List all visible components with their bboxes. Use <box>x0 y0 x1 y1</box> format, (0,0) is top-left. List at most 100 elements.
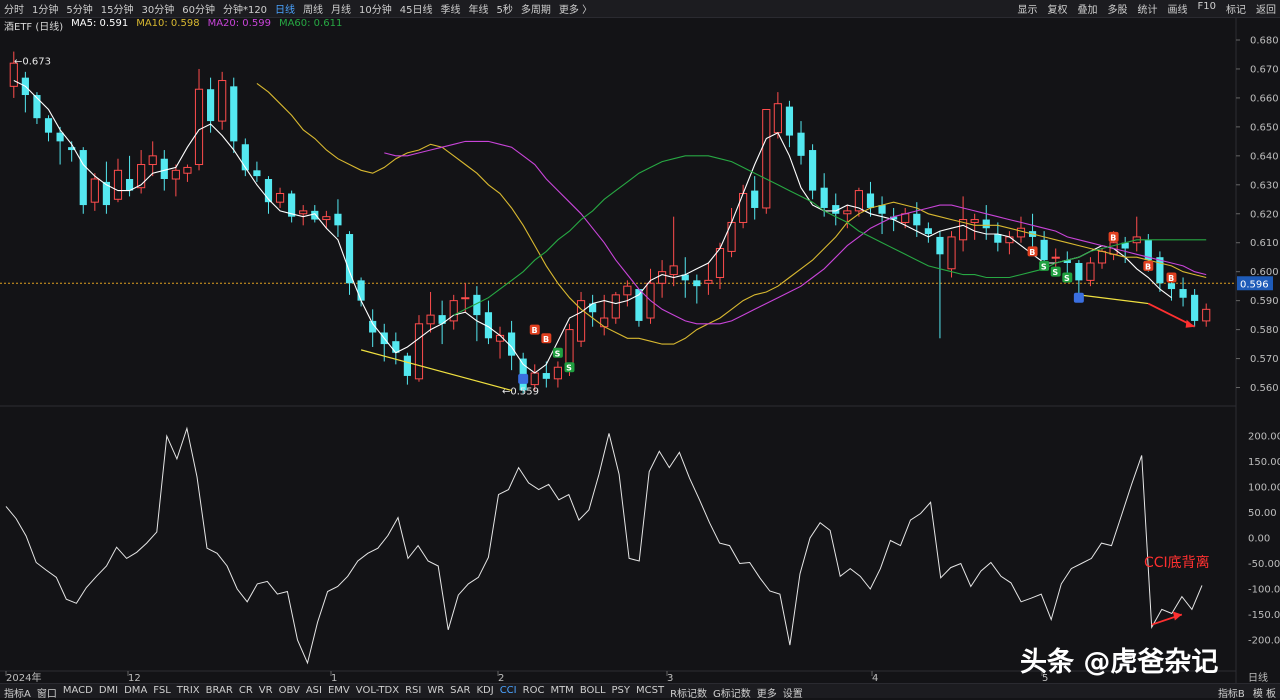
indicator-tab-11[interactable]: ASI <box>305 685 322 696</box>
toolbar-menu-2[interactable]: 叠加 <box>1077 5 1098 16</box>
indicator-tab-6[interactable]: TRIX <box>176 685 200 696</box>
candle-body-92 <box>1075 262 1083 281</box>
signal-marker-8 <box>1062 272 1073 283</box>
cci-tick-3: 50.00 <box>1248 508 1277 519</box>
period-tab-5[interactable]: 60分钟 <box>182 5 215 16</box>
period-tab-2[interactable]: 5分钟 <box>66 5 93 16</box>
period-tab-4[interactable]: 30分钟 <box>141 5 175 16</box>
candle-body-75 <box>878 205 886 214</box>
period-tab-1[interactable]: 1分钟 <box>32 5 59 16</box>
indicator-tab-4[interactable]: DMA <box>124 685 148 696</box>
candle-body-46 <box>542 373 550 379</box>
period-tab-3[interactable]: 15分钟 <box>100 5 134 16</box>
indicator-tab-20[interactable]: MTM <box>550 685 574 696</box>
indicator-tab-21[interactable]: BOLL <box>579 685 606 696</box>
period-tab-13[interactable]: 年线 <box>468 5 489 16</box>
candle-body-20 <box>241 144 249 171</box>
toolbar-menu-0[interactable]: 显示 <box>1017 5 1038 16</box>
signal-marker-1 <box>541 333 552 344</box>
toolbar-menu-3[interactable]: 多股 <box>1107 5 1128 16</box>
indicator-tab-13[interactable]: VOL-TDX <box>355 685 400 696</box>
period-toolbar: 分时 1分钟 5分钟 15分钟 30分钟 60分钟 分钟*120 日线 周线 月线 10分钟 45日线… <box>0 0 1280 18</box>
candle-body-102 <box>1191 294 1199 321</box>
period-tab-7[interactable]: 日线 <box>275 5 296 16</box>
period-tab-0[interactable]: 分时 <box>4 5 24 16</box>
period-tab-12[interactable]: 季线 <box>440 5 461 16</box>
toolbar-menu-7[interactable]: 标记 <box>1226 5 1246 16</box>
toolbar-menu-5[interactable]: 画线 <box>1167 5 1188 16</box>
ma10-line <box>256 82 1207 345</box>
signal-marker-2 <box>552 347 563 358</box>
indicator-tab-25[interactable]: G标记数 <box>713 689 751 700</box>
toolbar-menu-1[interactable]: 复权 <box>1047 5 1068 16</box>
cci-tick-1: 150.00 <box>1248 457 1280 468</box>
period-tab-6[interactable]: 分钟*120 <box>222 5 268 16</box>
toolbar-menu-6[interactable]: F10 <box>1197 1 1216 12</box>
candle-body-48 <box>565 329 574 368</box>
candle-body-70 <box>820 187 828 208</box>
cci-tick-4: 0.00 <box>1248 534 1270 545</box>
toolbar-menu-4[interactable]: 统计 <box>1137 5 1158 16</box>
candle-body-58 <box>681 274 689 281</box>
low-label: ←0.559 <box>502 386 539 397</box>
indicator-tab-24[interactable]: R标记数 <box>670 689 708 700</box>
period-tab-16[interactable]: 更多 〉 <box>558 5 593 16</box>
candle-body-87 <box>1016 227 1026 238</box>
period-tab-10[interactable]: 10分钟 <box>359 5 392 16</box>
candle-body-90 <box>1051 256 1060 259</box>
toolbar-menu-8[interactable]: 返回 <box>1256 5 1276 16</box>
indicator-tab-2[interactable]: MACD <box>62 685 93 696</box>
candle-body-10 <box>125 179 134 191</box>
period-tab-15[interactable]: 多周期 <box>520 5 551 16</box>
indicator-tab-18[interactable]: CCI <box>499 685 517 696</box>
candle-body-93 <box>1086 262 1095 281</box>
indicator-tab-5[interactable]: FSL <box>153 685 171 696</box>
signal-marker-5 <box>1027 246 1038 257</box>
period-tab-9[interactable]: 月线 <box>331 5 352 16</box>
candle-body-32 <box>380 332 388 345</box>
price-divergence-line-2 <box>1078 294 1149 305</box>
indicator-tab-22[interactable]: PSY <box>611 685 631 696</box>
indicator-tab-7[interactable]: BRAR <box>205 685 233 696</box>
indicator-tab-3[interactable]: DMI <box>98 685 119 696</box>
price-tick-8: 0.600 <box>1250 267 1279 278</box>
watermark: 头条 @虎爸杂记 <box>1020 647 1219 678</box>
indicator-tab-10[interactable]: OBV <box>278 685 300 696</box>
signal-marker-11 <box>1143 260 1154 271</box>
indicator-tab-0[interactable]: 指标A <box>4 689 31 700</box>
indicator-tab-15[interactable]: WR <box>427 685 445 696</box>
indicator-tab-12[interactable]: EMV <box>327 685 350 696</box>
indicator-tab-9[interactable]: VR <box>258 685 273 696</box>
indicator-tab-16[interactable]: SAR <box>450 685 471 696</box>
price-divergence-line-1 <box>360 349 512 391</box>
indicator-tab-26[interactable]: 更多 <box>756 689 777 700</box>
candle-body-14 <box>171 169 180 180</box>
candle-body-15 <box>183 166 192 174</box>
candle-body-38 <box>449 300 458 322</box>
period-tab-11[interactable]: 45日线 <box>399 5 433 16</box>
price-tick-7: 0.610 <box>1250 238 1279 249</box>
indicator-tab-19[interactable]: ROC <box>522 685 545 696</box>
cci-annotation: CCI底背离 <box>1144 554 1210 571</box>
candle-body-57 <box>669 265 678 276</box>
indicator-tab-14[interactable]: RSI <box>405 685 422 696</box>
signal-marker-10 <box>1073 292 1084 303</box>
period-tab-14[interactable]: 5秒 <box>496 5 513 16</box>
period-tab-8[interactable]: 周线 <box>303 5 324 16</box>
candle-body-56 <box>658 271 667 284</box>
indicator-tab-27[interactable]: 设置 <box>782 689 803 700</box>
indicator-tab-17[interactable]: KDJ <box>476 685 494 696</box>
indicator-right-1[interactable]: 模 板 <box>1252 689 1276 700</box>
candle-body-63 <box>739 192 748 223</box>
indicator-tab-8[interactable]: CR <box>238 685 253 696</box>
candle-body-1 <box>21 77 29 96</box>
signal-marker-4 <box>518 373 529 384</box>
candle-body-97 <box>1132 236 1141 244</box>
indicator-tab-23[interactable]: MCST <box>636 685 665 696</box>
candle-body-11 <box>137 164 146 189</box>
indicator-tab-1[interactable]: 窗口 <box>36 689 57 700</box>
price-arrow-head <box>1185 319 1195 328</box>
indicator-right-0[interactable]: 指标B <box>1217 689 1245 700</box>
indicator-bar: 指标A 窗口 MACD DMI DMA FSL TRIX BRAR CR VR OBV ASI EMV V… <box>0 683 1280 700</box>
